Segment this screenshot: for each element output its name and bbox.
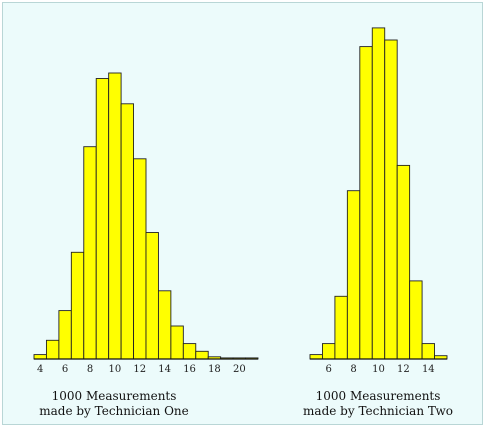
- x-tick-label-technician-one-4: 12: [133, 364, 146, 375]
- x-tick-label-technician-one-1: 6: [62, 364, 68, 375]
- histogram-technician-one: 4 6 8 10 12 14 16 18 20 1000 Measurements made b…: [33, 72, 259, 418]
- histogram-bar-technician-one-8: [133, 158, 147, 360]
- histogram-bar-technician-one-0: [33, 354, 47, 360]
- histogram-bar-technician-one-10: [157, 290, 172, 360]
- histogram-bar-technician-one-5: [95, 78, 110, 360]
- caption-line-1-technician-two: 1000 Measurements: [316, 389, 441, 403]
- x-tick-label-technician-two-3: 12: [397, 364, 410, 375]
- x-tick-label-technician-two-1: 8: [350, 364, 356, 375]
- x-tick-label-technician-two-0: 6: [325, 364, 331, 375]
- histogram-bar-technician-two-8: [409, 280, 423, 360]
- x-axis-technician-one: 4 6 8 10 12 14 16 18 20: [34, 358, 258, 375]
- bars-technician-one: [33, 72, 259, 360]
- x-tick-label-technician-two-4: 14: [422, 364, 435, 375]
- histogram-bar-technician-one-11: [170, 325, 184, 360]
- histogram-bar-technician-one-9: [145, 232, 159, 360]
- histogram-bar-technician-one-13: [195, 350, 209, 360]
- histogram-bar-technician-two-2: [334, 295, 348, 360]
- x-tick-label-technician-one-0: 4: [37, 364, 43, 375]
- histogram-svg: 4 6 8 10 12 14 16 18 20 1000 Measurements made b…: [33, 27, 453, 418]
- histogram-bar-technician-one-7: [120, 103, 135, 360]
- histogram-technician-two: 6 8 10 12 14 1000 Measurements made by Techn…: [303, 27, 453, 418]
- histogram-bar-technician-one-4: [83, 146, 97, 360]
- bars-technician-two: [309, 27, 448, 360]
- histogram-bar-technician-two-7: [396, 164, 411, 360]
- x-tick-label-technician-one-6: 16: [183, 364, 196, 375]
- caption-line-1-technician-one: 1000 Measurements: [52, 389, 177, 403]
- x-tick-label-technician-one-7: 18: [208, 364, 221, 375]
- histogram-bar-technician-one-12: [182, 343, 197, 360]
- histogram-bar-technician-one-6: [108, 72, 122, 360]
- x-tick-label-technician-one-8: 20: [233, 364, 246, 375]
- histogram-bar-technician-two-5: [371, 27, 386, 360]
- histogram-bar-technician-two-0: [309, 354, 323, 360]
- x-tick-label-technician-one-5: 14: [158, 364, 171, 375]
- caption-line-2-technician-one: made by Technician One: [39, 404, 189, 418]
- x-tick-label-technician-two-2: 10: [372, 364, 385, 375]
- histogram-bar-technician-one-3: [70, 251, 85, 360]
- histogram-bar-technician-two-1: [322, 343, 336, 360]
- histogram-bar-technician-one-1: [45, 339, 60, 360]
- histogram-bar-technician-two-3: [346, 190, 361, 360]
- x-tick-label-technician-one-3: 10: [109, 364, 122, 375]
- histogram-bar-technician-one-2: [58, 310, 72, 360]
- x-axis-technician-two: 6 8 10 12 14: [310, 358, 447, 375]
- histogram-bar-technician-two-6: [384, 39, 398, 360]
- x-tick-label-technician-one-2: 8: [87, 364, 93, 375]
- histogram-bar-technician-two-4: [359, 46, 373, 360]
- caption-line-2-technician-two: made by Technician Two: [303, 404, 453, 418]
- histogram-bar-technician-two-9: [421, 343, 435, 360]
